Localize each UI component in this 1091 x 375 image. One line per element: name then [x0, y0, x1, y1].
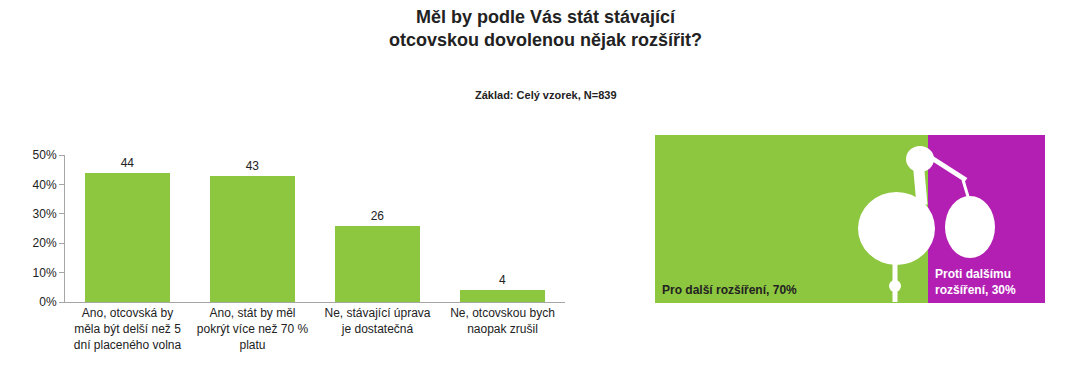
svg-text:Ano, otcovská byměla být delší: Ano, otcovská byměla být delší než 5dní … [74, 306, 182, 351]
svg-text:40%: 40% [33, 178, 57, 192]
svg-text:30%: 30% [33, 207, 57, 221]
svg-text:0%: 0% [39, 295, 57, 309]
svg-text:Proti dalšímurozšíření, 30%: Proti dalšímurozšíření, 30% [935, 267, 1016, 297]
svg-text:10%: 10% [33, 266, 57, 280]
svg-text:Základ: Celý vzorek, N=839: Základ: Celý vzorek, N=839 [475, 89, 617, 101]
svg-text:20%: 20% [33, 236, 57, 250]
svg-text:50%: 50% [33, 148, 57, 162]
svg-text:Pro další rozšíření, 70%: Pro další rozšíření, 70% [662, 283, 797, 297]
svg-text:26: 26 [371, 209, 385, 223]
svg-text:Ano, stát by mělpokrýt více ne: Ano, stát by mělpokrýt více než 70 %plat… [197, 306, 309, 351]
svg-text:Ne, stávající úpravaje dostate: Ne, stávající úpravaje dostatečná [324, 306, 430, 336]
svg-text:Měl by podle Vás stát stávajíc: Měl by podle Vás stát stávajícíotcovskou… [389, 7, 702, 50]
svg-text:4: 4 [499, 273, 506, 287]
svg-text:43: 43 [246, 159, 260, 173]
svg-text:Ne, otcovskou bychnaopak zruši: Ne, otcovskou bychnaopak zrušil [450, 306, 555, 336]
svg-text:44: 44 [121, 156, 135, 170]
